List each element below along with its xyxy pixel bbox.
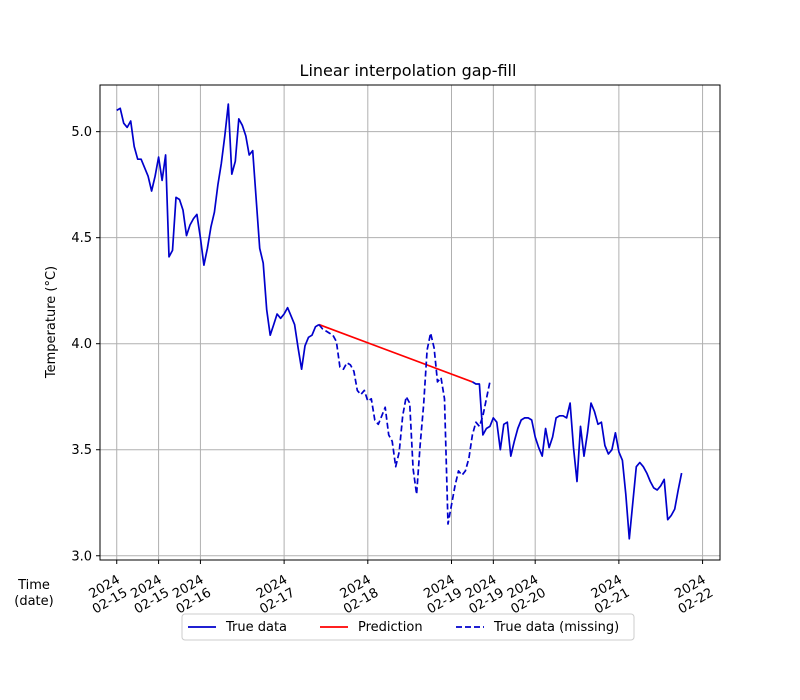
legend-label-true-data-missing: True data (missing)	[493, 620, 619, 635]
y-tick-label: 3.5	[71, 443, 92, 458]
x-tick-label: 202402-21	[585, 572, 633, 617]
legend-label-prediction: Prediction	[358, 620, 423, 635]
x-axis-label-line: (date)	[14, 594, 53, 609]
x-tick-label: 202402-19	[417, 572, 465, 617]
y-tick-label: 4.5	[71, 231, 92, 246]
legend-box	[181, 613, 635, 641]
x-axis-label-line: Time	[17, 578, 50, 593]
y-axis-label: Temperature (°C)	[44, 266, 59, 379]
y-axis: 3.0 3.5 4.0 4.5 5.0	[71, 125, 100, 564]
y-tick-label: 4.0	[71, 337, 92, 352]
grid-lines	[100, 85, 720, 560]
x-tick-label: 202402-17	[250, 572, 298, 617]
legend: True data Prediction True data (missing)	[181, 613, 635, 641]
y-tick-label: 5.0	[71, 125, 92, 140]
series-true-data-missing	[318, 324, 491, 525]
x-tick-label: 202402-15	[83, 572, 131, 617]
x-tick-label: 202402-20	[501, 572, 549, 617]
x-tick-label: 202402-16	[166, 572, 214, 617]
series-true-data	[471, 381, 683, 540]
y-tick-label: 3.0	[71, 549, 92, 564]
plot-frame	[99, 84, 721, 561]
legend-label-true-data: True data	[225, 620, 287, 635]
x-tick-label: 202402-15	[124, 572, 172, 617]
x-axis-label: Time (date)	[14, 578, 53, 609]
series-layer	[116, 103, 683, 540]
x-tick-label: 202402-18	[334, 572, 382, 617]
series-prediction	[318, 323, 473, 383]
x-tick-label: 202402-19	[459, 572, 507, 617]
x-tick-label: 202402-22	[668, 572, 716, 617]
chart-title: Linear interpolation gap-fill	[300, 61, 517, 80]
series-true-data	[116, 103, 320, 371]
